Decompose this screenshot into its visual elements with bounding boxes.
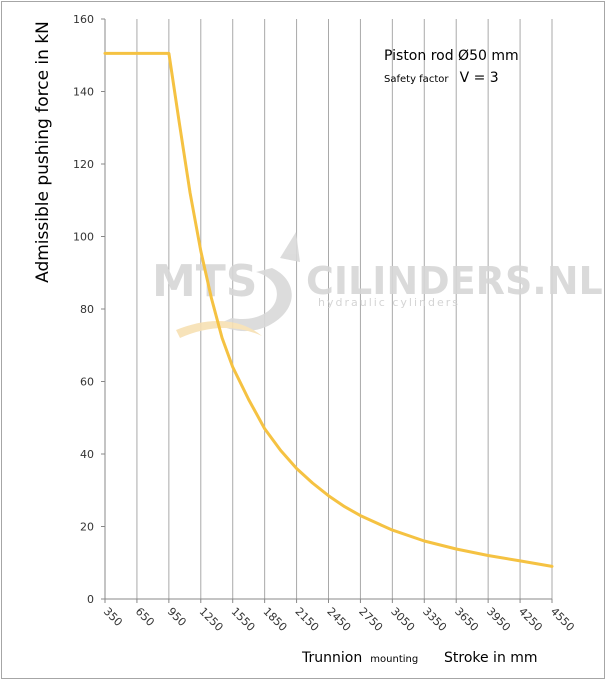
watermark-arrow-shape — [218, 268, 292, 332]
axes — [101, 18, 553, 603]
x-tick-label: 950 — [165, 605, 189, 629]
x-tick-label: 350 — [101, 605, 125, 629]
x-tick-labels: 350 650 950 1250 1550 1850 2150 2450 2750 3050 335… — [101, 605, 577, 634]
x-tick-label: 3350 — [420, 605, 449, 634]
x-axis-label-small: mounting — [370, 654, 418, 665]
x-tick-label: 1850 — [261, 605, 290, 634]
x-tick-label: 2450 — [324, 605, 353, 634]
x-axis-label-right: Stroke in mm — [444, 650, 538, 666]
x-tick-label: 1550 — [229, 605, 258, 634]
x-tick-label: 4250 — [516, 605, 545, 634]
x-tick-label: 1250 — [197, 605, 226, 634]
series-line — [103, 51, 554, 568]
series-layer — [103, 51, 554, 568]
grid — [104, 19, 553, 599]
x-tick-label: 650 — [133, 605, 157, 629]
y-tick-label: 160 — [73, 13, 94, 26]
x-axis-label-main: Trunnion — [301, 650, 362, 666]
y-tick-label: 60 — [80, 376, 94, 389]
x-tick-label: 4550 — [548, 605, 577, 634]
y-tick-label: 20 — [80, 521, 94, 534]
annotation-safety-factor: Safety factor — [384, 74, 449, 85]
y-tick-label: 40 — [80, 448, 94, 461]
watermark-logo: MTS CILINDERS.NL hydraulic cylinders — [152, 232, 603, 338]
y-tick-label: 80 — [80, 303, 94, 316]
watermark-sub-text: hydraulic cylinders — [318, 296, 460, 309]
y-tick-label: 120 — [73, 158, 94, 171]
annotation-v-value: V = 3 — [460, 70, 499, 86]
y-tick-label: 140 — [73, 86, 94, 99]
x-tick-label: 2750 — [356, 605, 385, 634]
x-tick-label: 2150 — [292, 605, 321, 634]
x-tick-label: 3650 — [452, 605, 481, 634]
y-tick-labels: 0 20 40 60 80 100 120 140 160 — [73, 13, 94, 606]
watermark-swoosh — [176, 320, 262, 338]
y-tick-label: 0 — [87, 593, 94, 606]
y-axis-label: Admissible pushing force in kN — [33, 21, 53, 283]
x-axis-label-row: Trunnion mounting — [301, 647, 418, 666]
watermark-arrow-head — [280, 232, 300, 262]
watermark-right-text: CILINDERS.NL — [306, 259, 603, 303]
annotation-safety-row: Safety factor V = 3 — [384, 67, 499, 86]
x-tick-label: 3950 — [484, 605, 513, 634]
annotation-piston-rod: Piston rod Ø50 mm — [384, 48, 519, 64]
x-tick-label: 3050 — [388, 605, 417, 634]
y-tick-label: 100 — [73, 231, 94, 244]
